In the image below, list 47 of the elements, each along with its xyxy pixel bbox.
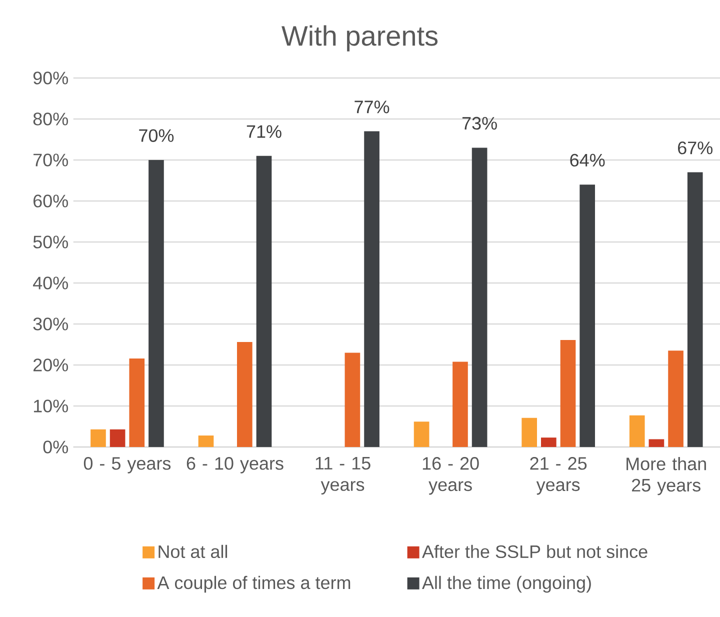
bar <box>522 418 537 447</box>
y-tick-label: 70% <box>34 154 68 166</box>
bar <box>472 148 488 447</box>
legend-label: Not at all <box>158 544 228 558</box>
bar <box>629 415 645 447</box>
bar <box>648 439 664 447</box>
y-tick-label: 50% <box>33 236 68 248</box>
bar <box>344 352 360 447</box>
data-label: 73% <box>462 116 497 130</box>
data-label: 77% <box>354 100 390 114</box>
y-tick-label: 30% <box>33 318 68 330</box>
y-tick-label: 80% <box>33 112 68 126</box>
bar <box>687 172 703 447</box>
bar <box>541 438 556 447</box>
bar <box>560 340 576 447</box>
bar <box>237 342 252 447</box>
x-tick-label: 21 - 25 years <box>530 457 587 495</box>
x-tick-label: 6 - 10 years <box>186 457 284 474</box>
data-label: 67% <box>678 142 712 154</box>
bar <box>198 436 214 447</box>
legend-label: A couple of times a term <box>157 576 350 593</box>
legend-label: All the time (ongoing) <box>422 576 591 593</box>
x-tick-label: 11 - 15 years <box>316 457 370 495</box>
bar <box>110 429 126 447</box>
bar <box>129 358 145 447</box>
x-tick-label: 0 - 5 years <box>84 457 171 474</box>
x-tick-label: More than 25 years <box>626 457 706 496</box>
y-tick-label: 20% <box>33 358 68 372</box>
legend-label: After the SSLP but not since <box>422 544 648 558</box>
bar <box>452 362 468 447</box>
bar <box>414 422 430 447</box>
bar <box>364 131 380 447</box>
bar <box>668 350 684 447</box>
bar <box>580 184 595 447</box>
chart-title: With parents <box>282 25 438 52</box>
y-tick-label: 60% <box>34 194 68 208</box>
data-label: 64% <box>570 154 605 167</box>
bar <box>256 156 272 447</box>
x-tick-label: 16 - 20 years <box>422 457 479 495</box>
bar <box>148 160 164 447</box>
y-tick-label: 40% <box>33 276 68 290</box>
y-tick-label: 90% <box>33 72 68 84</box>
data-label: 70% <box>139 129 174 142</box>
y-tick-label: 10% <box>34 400 68 412</box>
data-label: 71% <box>246 125 282 138</box>
y-tick-label: 0% <box>43 440 68 454</box>
bar <box>90 429 106 447</box>
